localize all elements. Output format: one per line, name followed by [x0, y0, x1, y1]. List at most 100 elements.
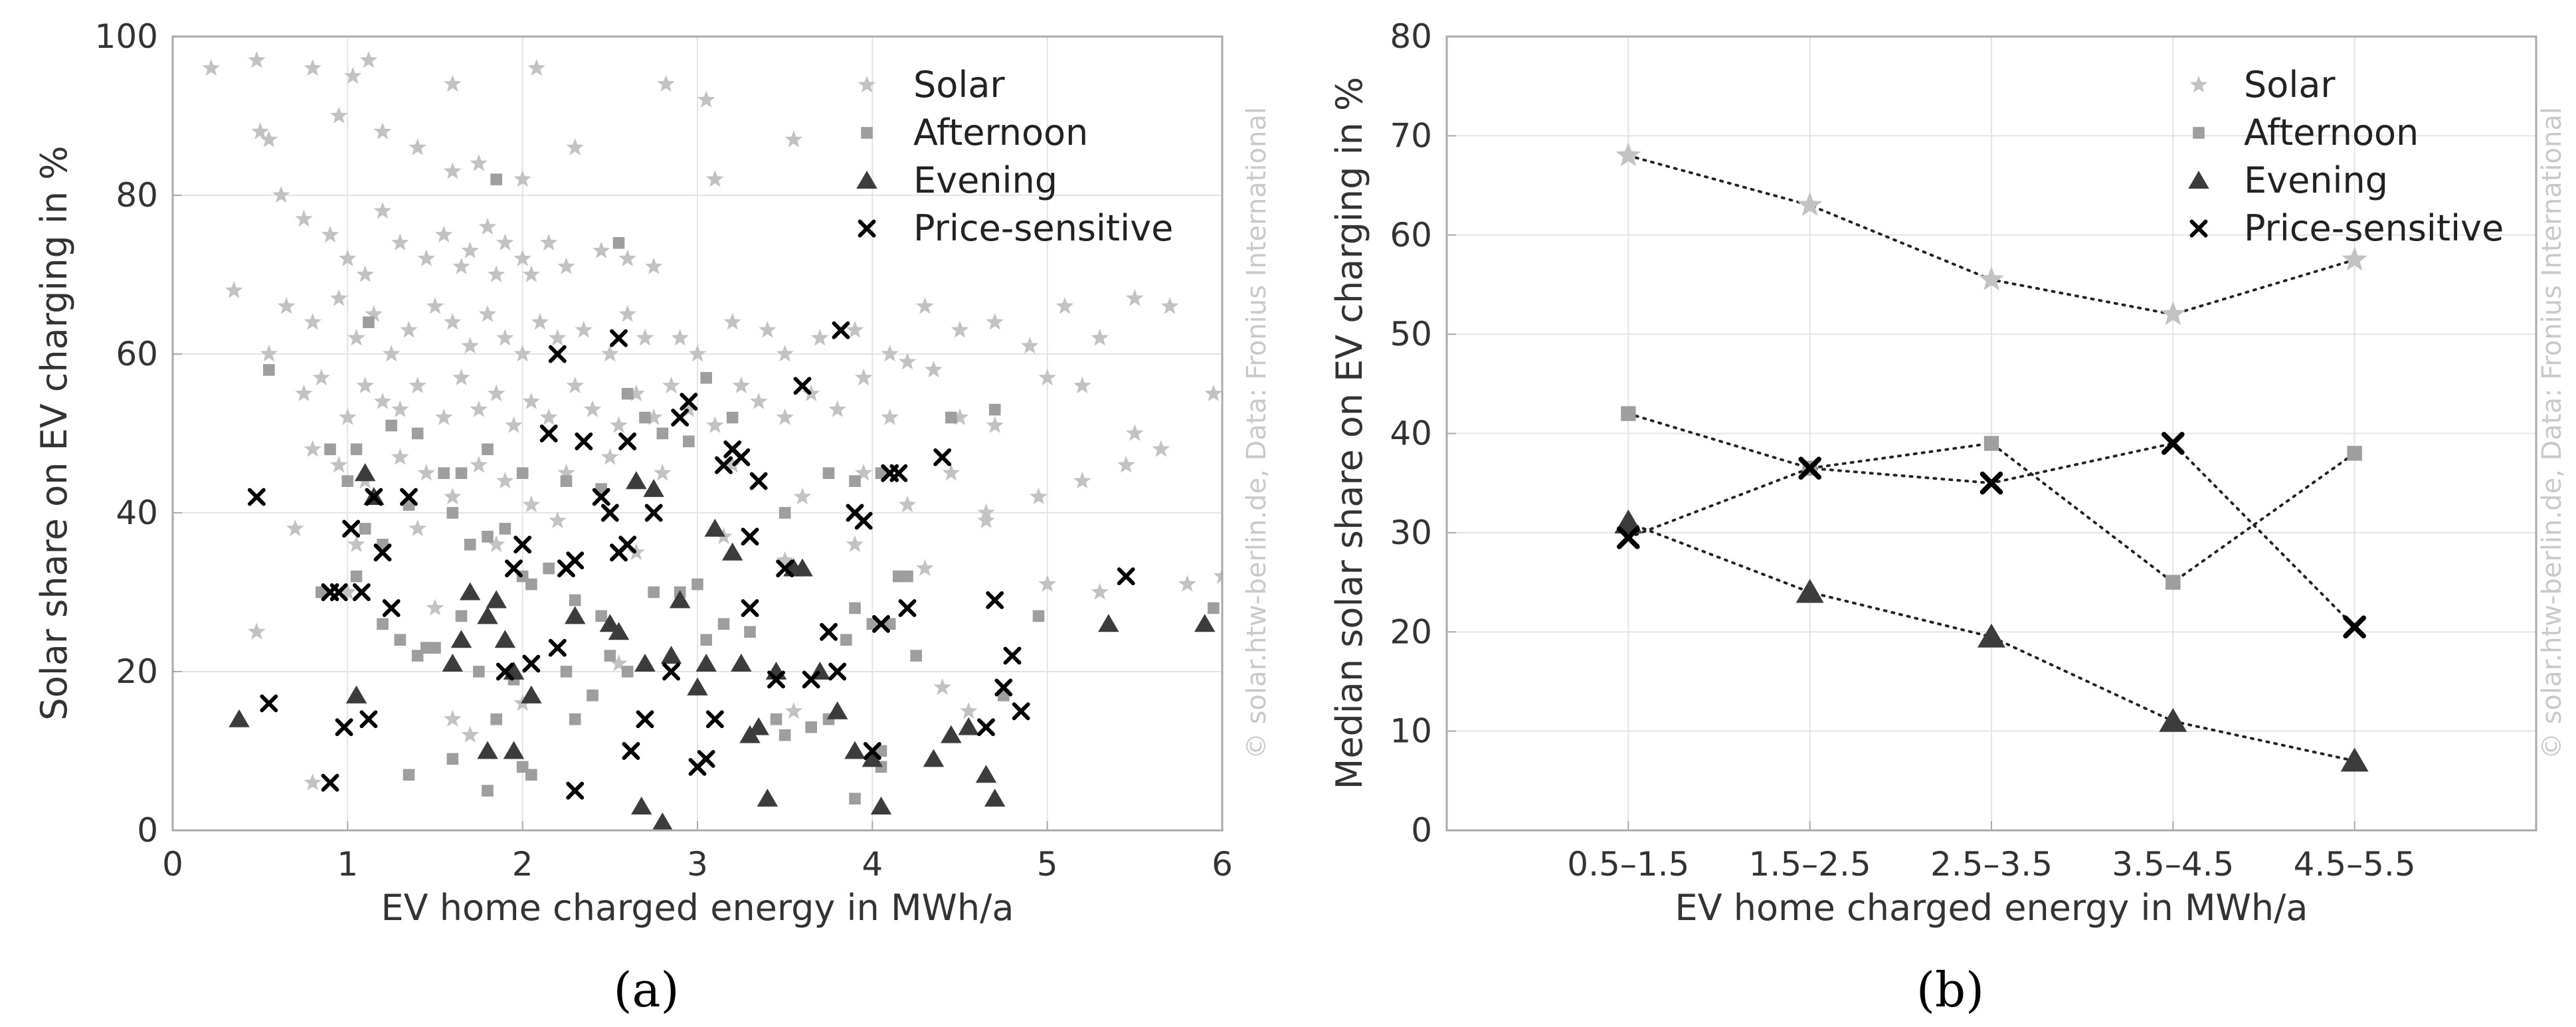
legend-label: Afternoon	[913, 112, 1088, 153]
data-point-afternoon	[849, 602, 861, 614]
data-point-solar	[657, 74, 675, 92]
legend-item-evening: Evening	[856, 159, 1058, 201]
x-tick-label: 3.5–4.5	[2112, 845, 2234, 884]
data-point-solar	[846, 321, 864, 338]
data-point-solar	[347, 329, 365, 346]
data-point-afternoon	[656, 427, 669, 440]
legend-label: Price-sensitive	[913, 207, 1173, 249]
data-point-solar	[496, 472, 514, 489]
data-point-afternoon	[560, 475, 573, 487]
data-point-solar	[426, 599, 444, 616]
data-point-solar	[417, 464, 436, 481]
data-point-solar	[1126, 289, 1144, 306]
data-point-solar	[881, 408, 899, 425]
legend-label: Solar	[2244, 64, 2336, 106]
data-point-evening	[626, 471, 647, 490]
data-point-evening	[870, 796, 892, 815]
data-point-solar	[513, 345, 531, 362]
data-point-afternoon	[840, 634, 852, 646]
data-point-solar	[2160, 301, 2186, 326]
y-tick-label: 40	[116, 494, 158, 532]
data-point-afternoon	[822, 467, 835, 480]
data-point-solar	[304, 58, 322, 76]
data-point-solar	[610, 416, 628, 433]
x-tick-label: 2.5–3.5	[1930, 845, 2053, 884]
data-point-afternoon	[595, 610, 607, 622]
data-point-afternoon	[779, 729, 791, 741]
data-point-solar	[697, 90, 715, 108]
data-point-evening	[503, 741, 525, 759]
data-point-price-sensitive	[539, 424, 558, 442]
data-point-afternoon	[770, 713, 782, 725]
data-point-price-sensitive	[1979, 471, 2003, 495]
data-point-price-sensitive	[832, 321, 850, 339]
data-point-solar	[373, 392, 392, 409]
data-point-solar	[461, 241, 479, 258]
data-point-price-sensitive	[359, 710, 378, 729]
data-point-afternoon	[587, 690, 598, 701]
data-point-afternoon	[988, 403, 1001, 416]
data-point-solar	[986, 313, 1004, 330]
data-point-price-sensitive	[741, 527, 759, 546]
data-point-afternoon	[429, 642, 441, 654]
data-point-price-sensitive	[749, 472, 768, 490]
data-point-evening	[984, 789, 1006, 807]
data-point-solar	[828, 400, 846, 417]
data-point-price-sensitive	[335, 718, 353, 737]
data-point-solar	[1038, 575, 1056, 592]
data-point-solar	[417, 249, 436, 266]
data-point-afternoon	[446, 507, 459, 519]
data-point-evening	[975, 765, 997, 783]
x-tick-label: 4	[862, 845, 883, 884]
data-point-afternoon	[490, 173, 502, 185]
data-point-solar	[400, 321, 418, 338]
data-point-solar	[343, 66, 362, 84]
data-point-solar	[487, 535, 506, 553]
data-point-solar	[1056, 297, 1074, 314]
data-point-price-sensitive	[321, 773, 339, 792]
data-point-price-sensitive	[802, 670, 820, 689]
legend-marker-evening	[856, 171, 877, 189]
data-point-solar	[1204, 384, 1222, 402]
legend-marker-afternoon	[861, 127, 873, 139]
data-point-evening	[652, 812, 674, 830]
legend-item-price-sensitive: Price-sensitive	[2189, 207, 2504, 249]
data-point-solar	[959, 701, 978, 719]
data-point-evening	[2340, 747, 2369, 772]
y-axis-label: Solar share on EV charging in %	[33, 145, 75, 720]
data-point-price-sensitive	[622, 742, 640, 760]
data-point-solar	[434, 225, 453, 243]
data-point-solar	[391, 448, 409, 465]
data-point-solar	[881, 345, 899, 362]
data-point-solar	[409, 376, 426, 394]
data-point-afternoon	[883, 618, 896, 630]
data-point-afternoon	[849, 793, 861, 804]
data-point-afternoon	[1032, 610, 1045, 622]
data-point-price-sensitive	[496, 662, 514, 681]
data-point-solar	[951, 408, 969, 425]
data-point-afternoon	[499, 523, 511, 535]
data-point-solar	[1073, 472, 1091, 489]
data-point-solar	[329, 289, 348, 306]
legend-item-afternoon: Afternoon	[2193, 112, 2419, 153]
legend-label: Solar	[913, 64, 1005, 106]
data-point-solar	[527, 58, 545, 76]
data-point-price-sensitive	[548, 345, 567, 363]
data-point-evening	[660, 646, 682, 664]
data-point-price-sensitive	[592, 488, 610, 506]
data-point-evening	[494, 630, 516, 648]
x-tick-label: 5	[1037, 845, 1058, 884]
data-point-afternoon	[700, 634, 712, 646]
data-point-solar	[382, 345, 401, 362]
data-point-evening	[687, 677, 708, 696]
legend-item-solar: Solar	[858, 64, 1005, 106]
series-markers	[1614, 142, 2369, 772]
data-point-solar	[487, 265, 506, 282]
grid-lines	[1447, 36, 2536, 831]
y-tick-label: 20	[1390, 612, 1432, 651]
data-point-solar	[478, 217, 497, 235]
data-point-solar	[776, 345, 794, 362]
data-point-solar	[277, 297, 296, 314]
data-point-solar	[304, 440, 322, 457]
legend-item-evening: Evening	[2188, 159, 2388, 201]
